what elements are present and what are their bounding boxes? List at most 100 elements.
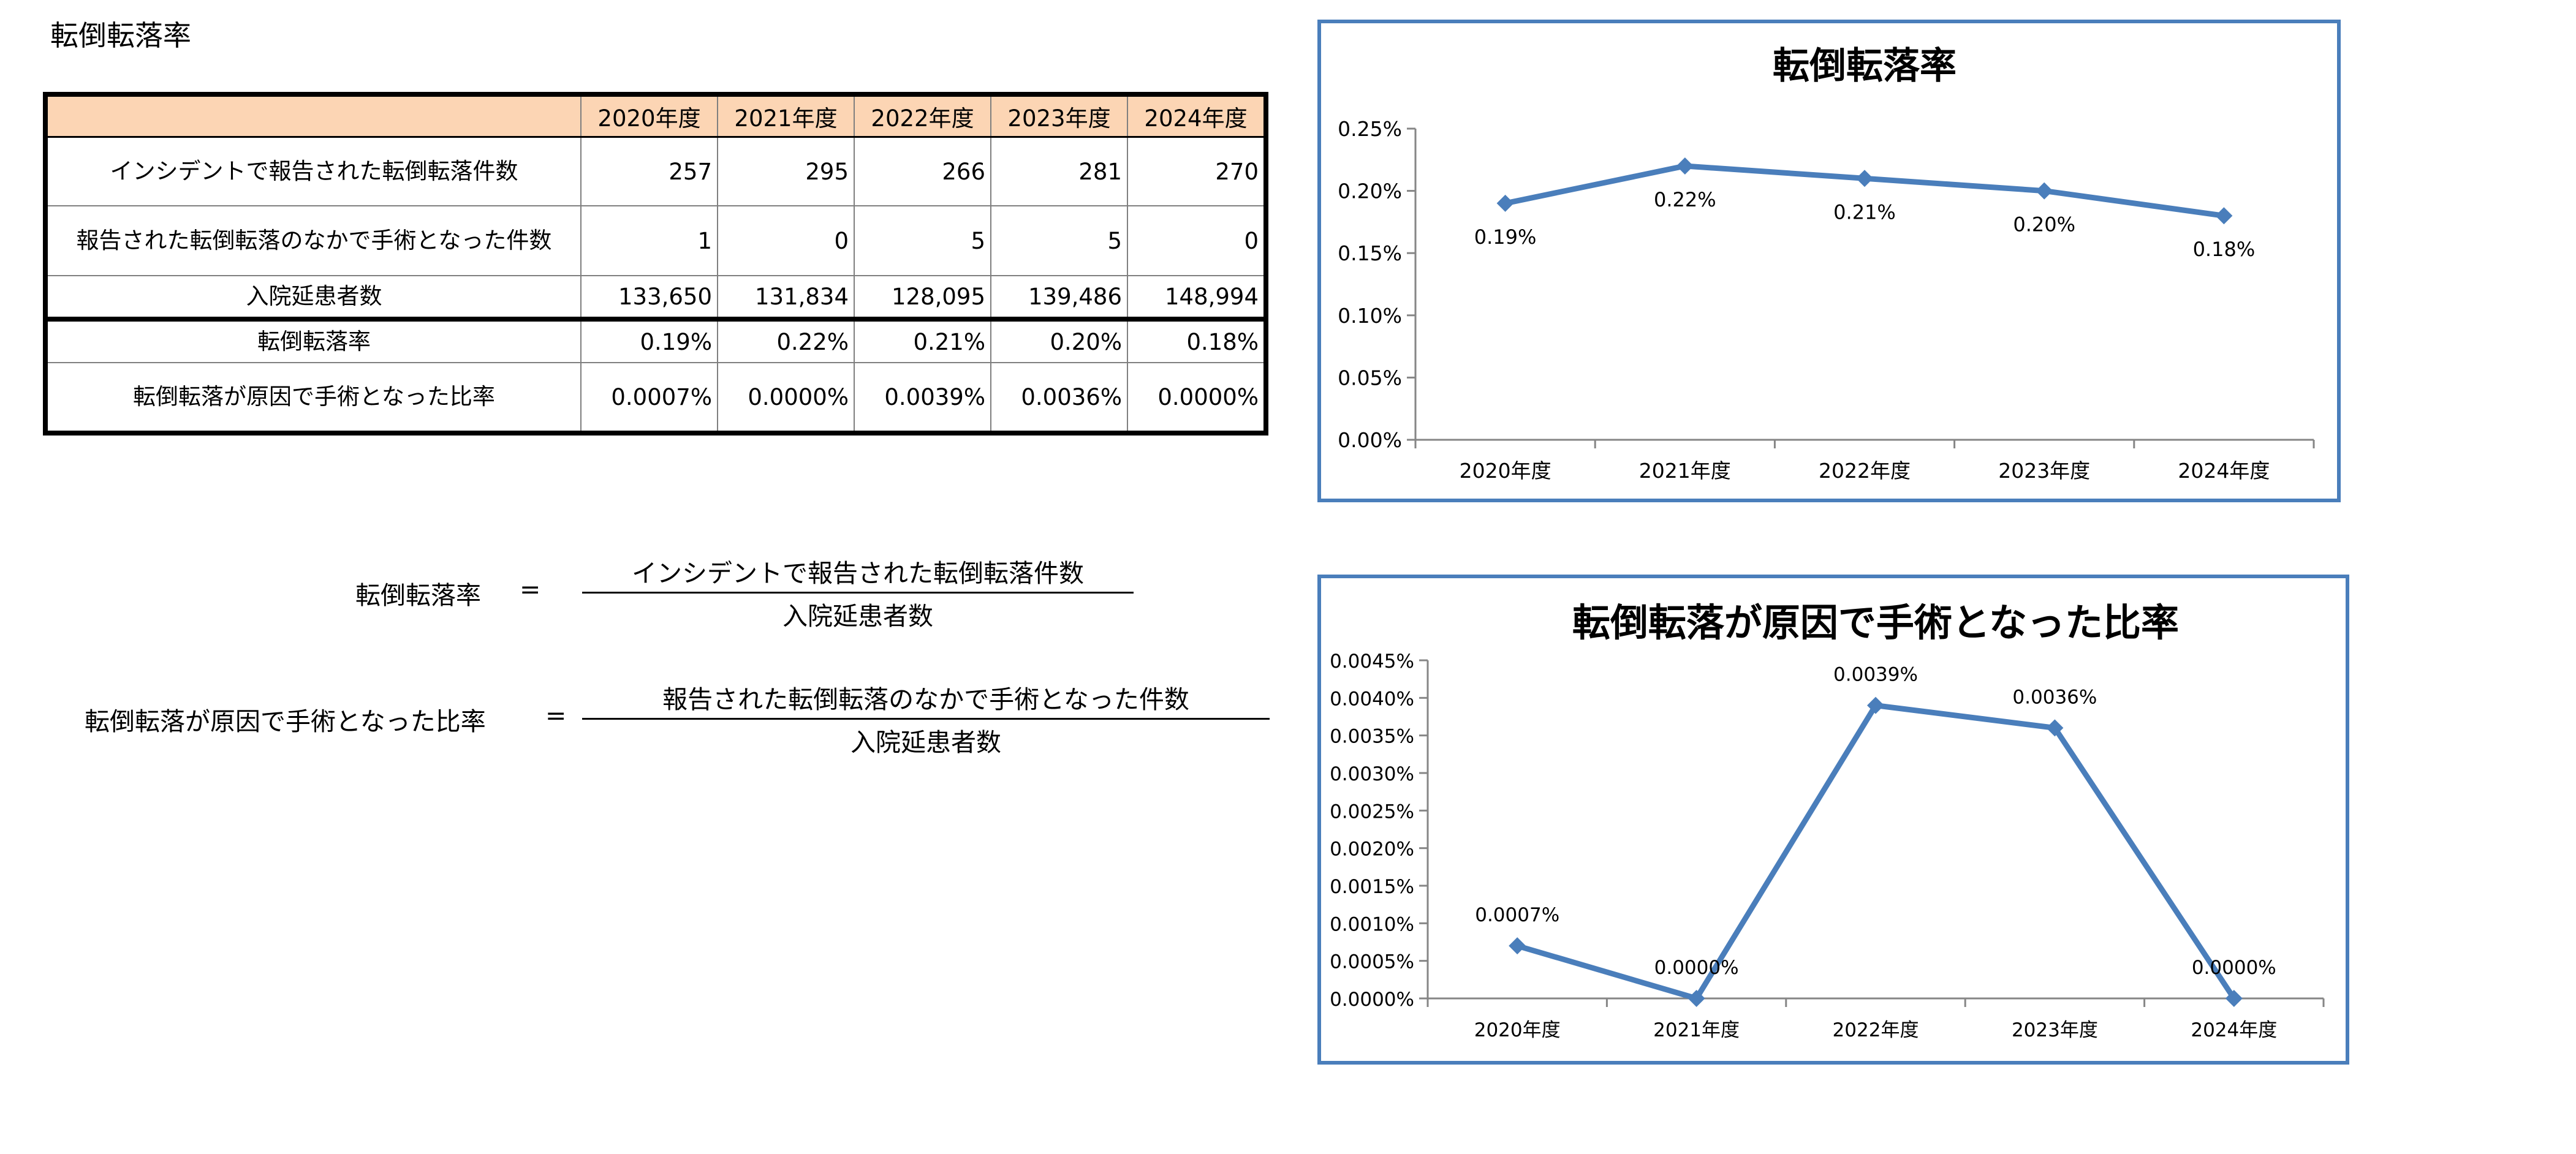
data-point — [2036, 182, 2053, 200]
x-tick-label: 2022年度 — [1833, 1019, 1919, 1041]
table-cell: 0.0007% — [580, 362, 718, 434]
fall-rate-chart: 転倒転落率 0.00% 0.05% 0.10% 0.15% 0.20% 0.25% 2020年… — [1317, 20, 2341, 502]
data-label: 0.0000% — [1654, 957, 1739, 979]
formula-denominator: 入院延患者数 — [850, 728, 1001, 757]
chart-title: 転倒転落が原因で手術となった比率 — [1572, 600, 2179, 645]
table-cell: 0.20% — [990, 319, 1128, 363]
y-tick-label: 0.05% — [1338, 366, 1402, 390]
header-cell-2020: 2020年度 — [580, 94, 718, 138]
data-point — [1496, 194, 1514, 212]
table-cell: 257 — [580, 136, 718, 206]
data-point — [2215, 207, 2233, 225]
formula-label: 転倒転落率 — [355, 581, 481, 610]
y-tick-label: 0.0040% — [1330, 688, 1414, 710]
table-cell: 148,994 — [1127, 275, 1267, 322]
header-cell-empty — [45, 94, 581, 138]
formula-denominator: 入院延患者数 — [782, 602, 933, 631]
y-tick-label: 0.0010% — [1330, 913, 1414, 935]
page-title: 転倒転落率 — [50, 19, 191, 52]
header-cell-2021: 2021年度 — [717, 94, 855, 138]
y-tick-label: 0.25% — [1338, 117, 1402, 141]
formula-numerator: 報告された転倒転落のなかで手術となった件数 — [662, 685, 1189, 714]
surgery-rate-chart: 転倒転落が原因で手術となった比率 0.0000% 0.0005% 0.0010% 0.0… — [1317, 575, 2349, 1065]
x-tick-label: 2021年度 — [1639, 459, 1731, 483]
formula-equals: = — [545, 701, 567, 730]
data-point — [1867, 696, 1884, 714]
row-label: 転倒転落が原因で手術となった比率 — [45, 362, 581, 434]
formula-label: 転倒転落が原因で手術となった比率 — [85, 707, 486, 736]
y-tick-label: 0.0035% — [1330, 726, 1414, 748]
x-tick-label: 2023年度 — [1998, 459, 2090, 483]
x-tick-label: 2020年度 — [1460, 459, 1551, 483]
table-row: 報告された転倒転落のなかで手術となった件数 1 0 5 5 0 — [45, 205, 1267, 276]
table-cell: 0 — [1127, 205, 1267, 276]
table-cell: 0.21% — [854, 319, 991, 363]
table-cell: 0.0039% — [854, 362, 991, 434]
table-cell: 5 — [854, 205, 991, 276]
y-tick-label: 0.0020% — [1330, 839, 1414, 861]
y-tick-label: 0.0045% — [1330, 651, 1414, 673]
header-cell-2024: 2024年度 — [1127, 94, 1267, 138]
y-tick-label: 0.0015% — [1330, 876, 1414, 898]
table-cell: 5 — [990, 205, 1128, 276]
row-label: インシデントで報告された転倒転落件数 — [45, 136, 581, 206]
data-label: 0.0007% — [1475, 904, 1559, 926]
row-label: 報告された転倒転落のなかで手術となった件数 — [45, 205, 581, 276]
table-cell: 0 — [717, 205, 855, 276]
data-point — [1688, 990, 1705, 1007]
table-cell: 0.0036% — [990, 362, 1128, 434]
data-label: 0.20% — [2013, 213, 2075, 236]
table-row: インシデントで報告された転倒転落件数 257 295 266 281 270 — [45, 136, 1267, 206]
x-tick-label: 2021年度 — [1653, 1019, 1740, 1041]
data-label: 0.18% — [2193, 238, 2256, 261]
table-cell: 0.19% — [580, 319, 718, 363]
table-row: 転倒転落が原因で手術となった比率 0.0007% 0.0000% 0.0039%… — [45, 362, 1267, 434]
x-tick-label: 2024年度 — [2178, 459, 2270, 483]
table-cell: 128,095 — [854, 275, 991, 322]
x-tick-label: 2020年度 — [1474, 1019, 1561, 1041]
table-cell: 133,650 — [580, 275, 718, 322]
surgery-rate-chart-svg: 転倒転落が原因で手術となった比率 0.0000% 0.0005% 0.0010% 0.0… — [1330, 600, 2325, 1041]
data-point — [1856, 170, 1873, 187]
table-row: 入院延患者数 133,650 131,834 128,095 139,486 1… — [45, 275, 1267, 322]
table-cell: 0.0000% — [717, 362, 855, 434]
y-tick-label: 0.20% — [1338, 179, 1402, 203]
x-tick-label: 2022年度 — [1819, 459, 1911, 483]
data-label: 0.0039% — [1833, 664, 1918, 686]
chart-title: 転倒転落率 — [1773, 45, 1957, 88]
table-cell: 1 — [580, 205, 718, 276]
fraction-bar — [582, 592, 1134, 594]
table-row: 転倒転落率 0.19% 0.22% 0.21% 0.20% 0.18% — [45, 319, 1267, 363]
y-tick-label: 0.0030% — [1330, 763, 1414, 785]
x-tick-label: 2024年度 — [2191, 1019, 2277, 1041]
y-tick-label: 0.0000% — [1330, 989, 1414, 1011]
y-tick-label: 0.0025% — [1330, 801, 1414, 823]
header-cell-2022: 2022年度 — [854, 94, 991, 138]
fraction-bar — [582, 718, 1270, 720]
header-cell-2023: 2023年度 — [990, 94, 1128, 138]
data-point — [2225, 990, 2243, 1007]
data-point — [2046, 719, 2064, 737]
row-label: 入院延患者数 — [45, 275, 581, 322]
formula-numerator: インシデントで報告された転倒転落件数 — [632, 559, 1084, 588]
table-cell: 131,834 — [717, 275, 855, 322]
data-point — [1509, 937, 1526, 955]
data-label: 0.22% — [1654, 188, 1716, 211]
data-point — [1676, 157, 1694, 175]
formula-equals: = — [520, 575, 541, 604]
data-label: 0.21% — [1833, 200, 1896, 224]
table-cell: 0.0000% — [1127, 362, 1267, 434]
table-cell: 295 — [717, 136, 855, 206]
y-tick-label: 0.0005% — [1330, 951, 1414, 973]
row-label: 転倒転落率 — [45, 319, 581, 363]
table-cell: 0.22% — [717, 319, 855, 363]
x-tick-label: 2023年度 — [2012, 1019, 2098, 1041]
y-tick-label: 0.00% — [1338, 428, 1402, 452]
y-tick-label: 0.15% — [1338, 241, 1402, 265]
table-cell: 0.18% — [1127, 319, 1267, 363]
table-cell: 139,486 — [990, 275, 1128, 322]
y-tick-label: 0.10% — [1338, 304, 1402, 328]
data-label: 0.0000% — [2192, 957, 2276, 979]
stats-table: 2020年度 2021年度 2022年度 2023年度 2024年度 インシデン… — [43, 92, 1268, 436]
fall-rate-chart-svg: 転倒転落率 0.00% 0.05% 0.10% 0.15% 0.20% 0.25% 2020年… — [1338, 45, 2315, 483]
